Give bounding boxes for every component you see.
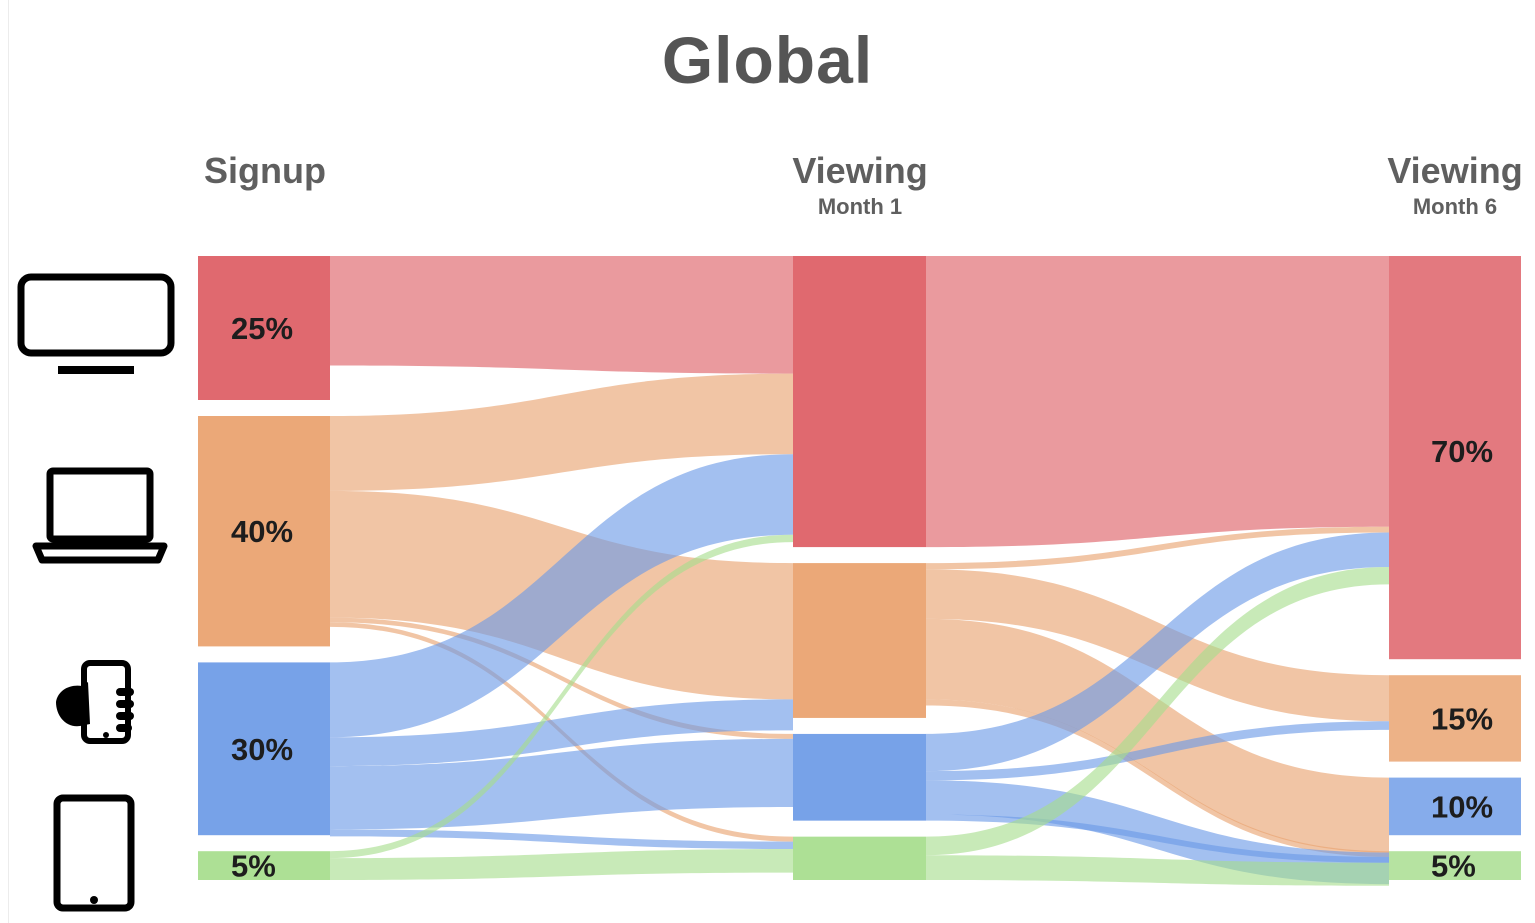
node-m6-tablet xyxy=(1389,851,1521,880)
stage-sublabel-month1: Month 1 xyxy=(817,194,903,219)
laptop-icon xyxy=(32,466,168,571)
link-m1-phone-to-laptop xyxy=(926,721,1389,781)
link-m1-laptop-to-phone xyxy=(926,618,1389,853)
link-signup-laptop-to-phone xyxy=(330,617,793,739)
node-label-signup-laptop: 40% xyxy=(231,514,293,549)
link-m1-phone-to-tv xyxy=(926,532,1389,772)
stage-heading-signup: Signup xyxy=(170,150,360,192)
links-layer xyxy=(330,256,1389,886)
node-label-signup-phone: 30% xyxy=(231,732,293,767)
smartphone-icon xyxy=(50,660,136,751)
nodes-layer: 25% 40% 30% 5% 70% 15% 10% 5% xyxy=(198,256,1521,884)
node-m1-tablet xyxy=(793,836,926,880)
node-label-signup-tablet: 5% xyxy=(231,849,276,884)
link-m1-laptop-to-tablet xyxy=(926,699,1389,857)
node-m6-phone xyxy=(1389,777,1521,836)
link-signup-tablet-to-tv xyxy=(330,534,793,859)
node-m1-tv xyxy=(793,256,926,548)
link-signup-tablet-to-tablet xyxy=(330,849,793,880)
stage-sublabel-month6: Month 6 xyxy=(1412,194,1498,219)
stage-heading-month1: Viewing Month 1 xyxy=(760,150,960,220)
node-m1-laptop xyxy=(793,563,926,718)
link-m1-tv-to-tv xyxy=(926,256,1389,548)
tv-icon xyxy=(16,272,176,381)
node-label-m6-laptop: 15% xyxy=(1431,701,1493,736)
link-signup-phone-to-tablet xyxy=(330,829,793,850)
chart-title: Global xyxy=(661,23,874,97)
node-m6-laptop xyxy=(1389,675,1521,762)
stage-label-month1: Viewing xyxy=(792,150,928,191)
link-m1-laptop-to-tv xyxy=(926,526,1389,570)
tablet-icon xyxy=(52,793,136,918)
stage-heading-month6: Viewing Month 6 xyxy=(1365,150,1535,220)
node-signup-tv xyxy=(198,256,330,400)
left-border xyxy=(8,0,9,923)
link-signup-phone-to-laptop xyxy=(330,699,793,767)
node-label-m6-tablet: 5% xyxy=(1431,849,1476,884)
link-m1-phone-to-tablet xyxy=(926,814,1389,863)
node-label-m6-tv: 70% xyxy=(1431,434,1493,469)
node-label-m6-phone: 10% xyxy=(1431,789,1493,824)
node-signup-laptop xyxy=(198,416,330,647)
stage-label-signup: Signup xyxy=(204,150,326,191)
node-m6-tv xyxy=(1389,256,1521,660)
link-signup-phone-to-tv xyxy=(330,454,793,738)
link-m1-tablet-to-tv xyxy=(926,567,1389,856)
node-m1-phone xyxy=(793,733,926,821)
stage-label-month6: Viewing xyxy=(1387,150,1523,191)
link-signup-laptop-to-tv xyxy=(330,373,793,491)
node-signup-tablet xyxy=(198,851,330,880)
node-signup-phone xyxy=(198,662,330,836)
link-signup-tv-to-tv xyxy=(330,256,793,374)
node-label-signup-tv: 25% xyxy=(231,311,293,346)
link-signup-phone-to-phone xyxy=(330,738,793,830)
link-m1-tablet-to-tablet xyxy=(926,855,1389,886)
